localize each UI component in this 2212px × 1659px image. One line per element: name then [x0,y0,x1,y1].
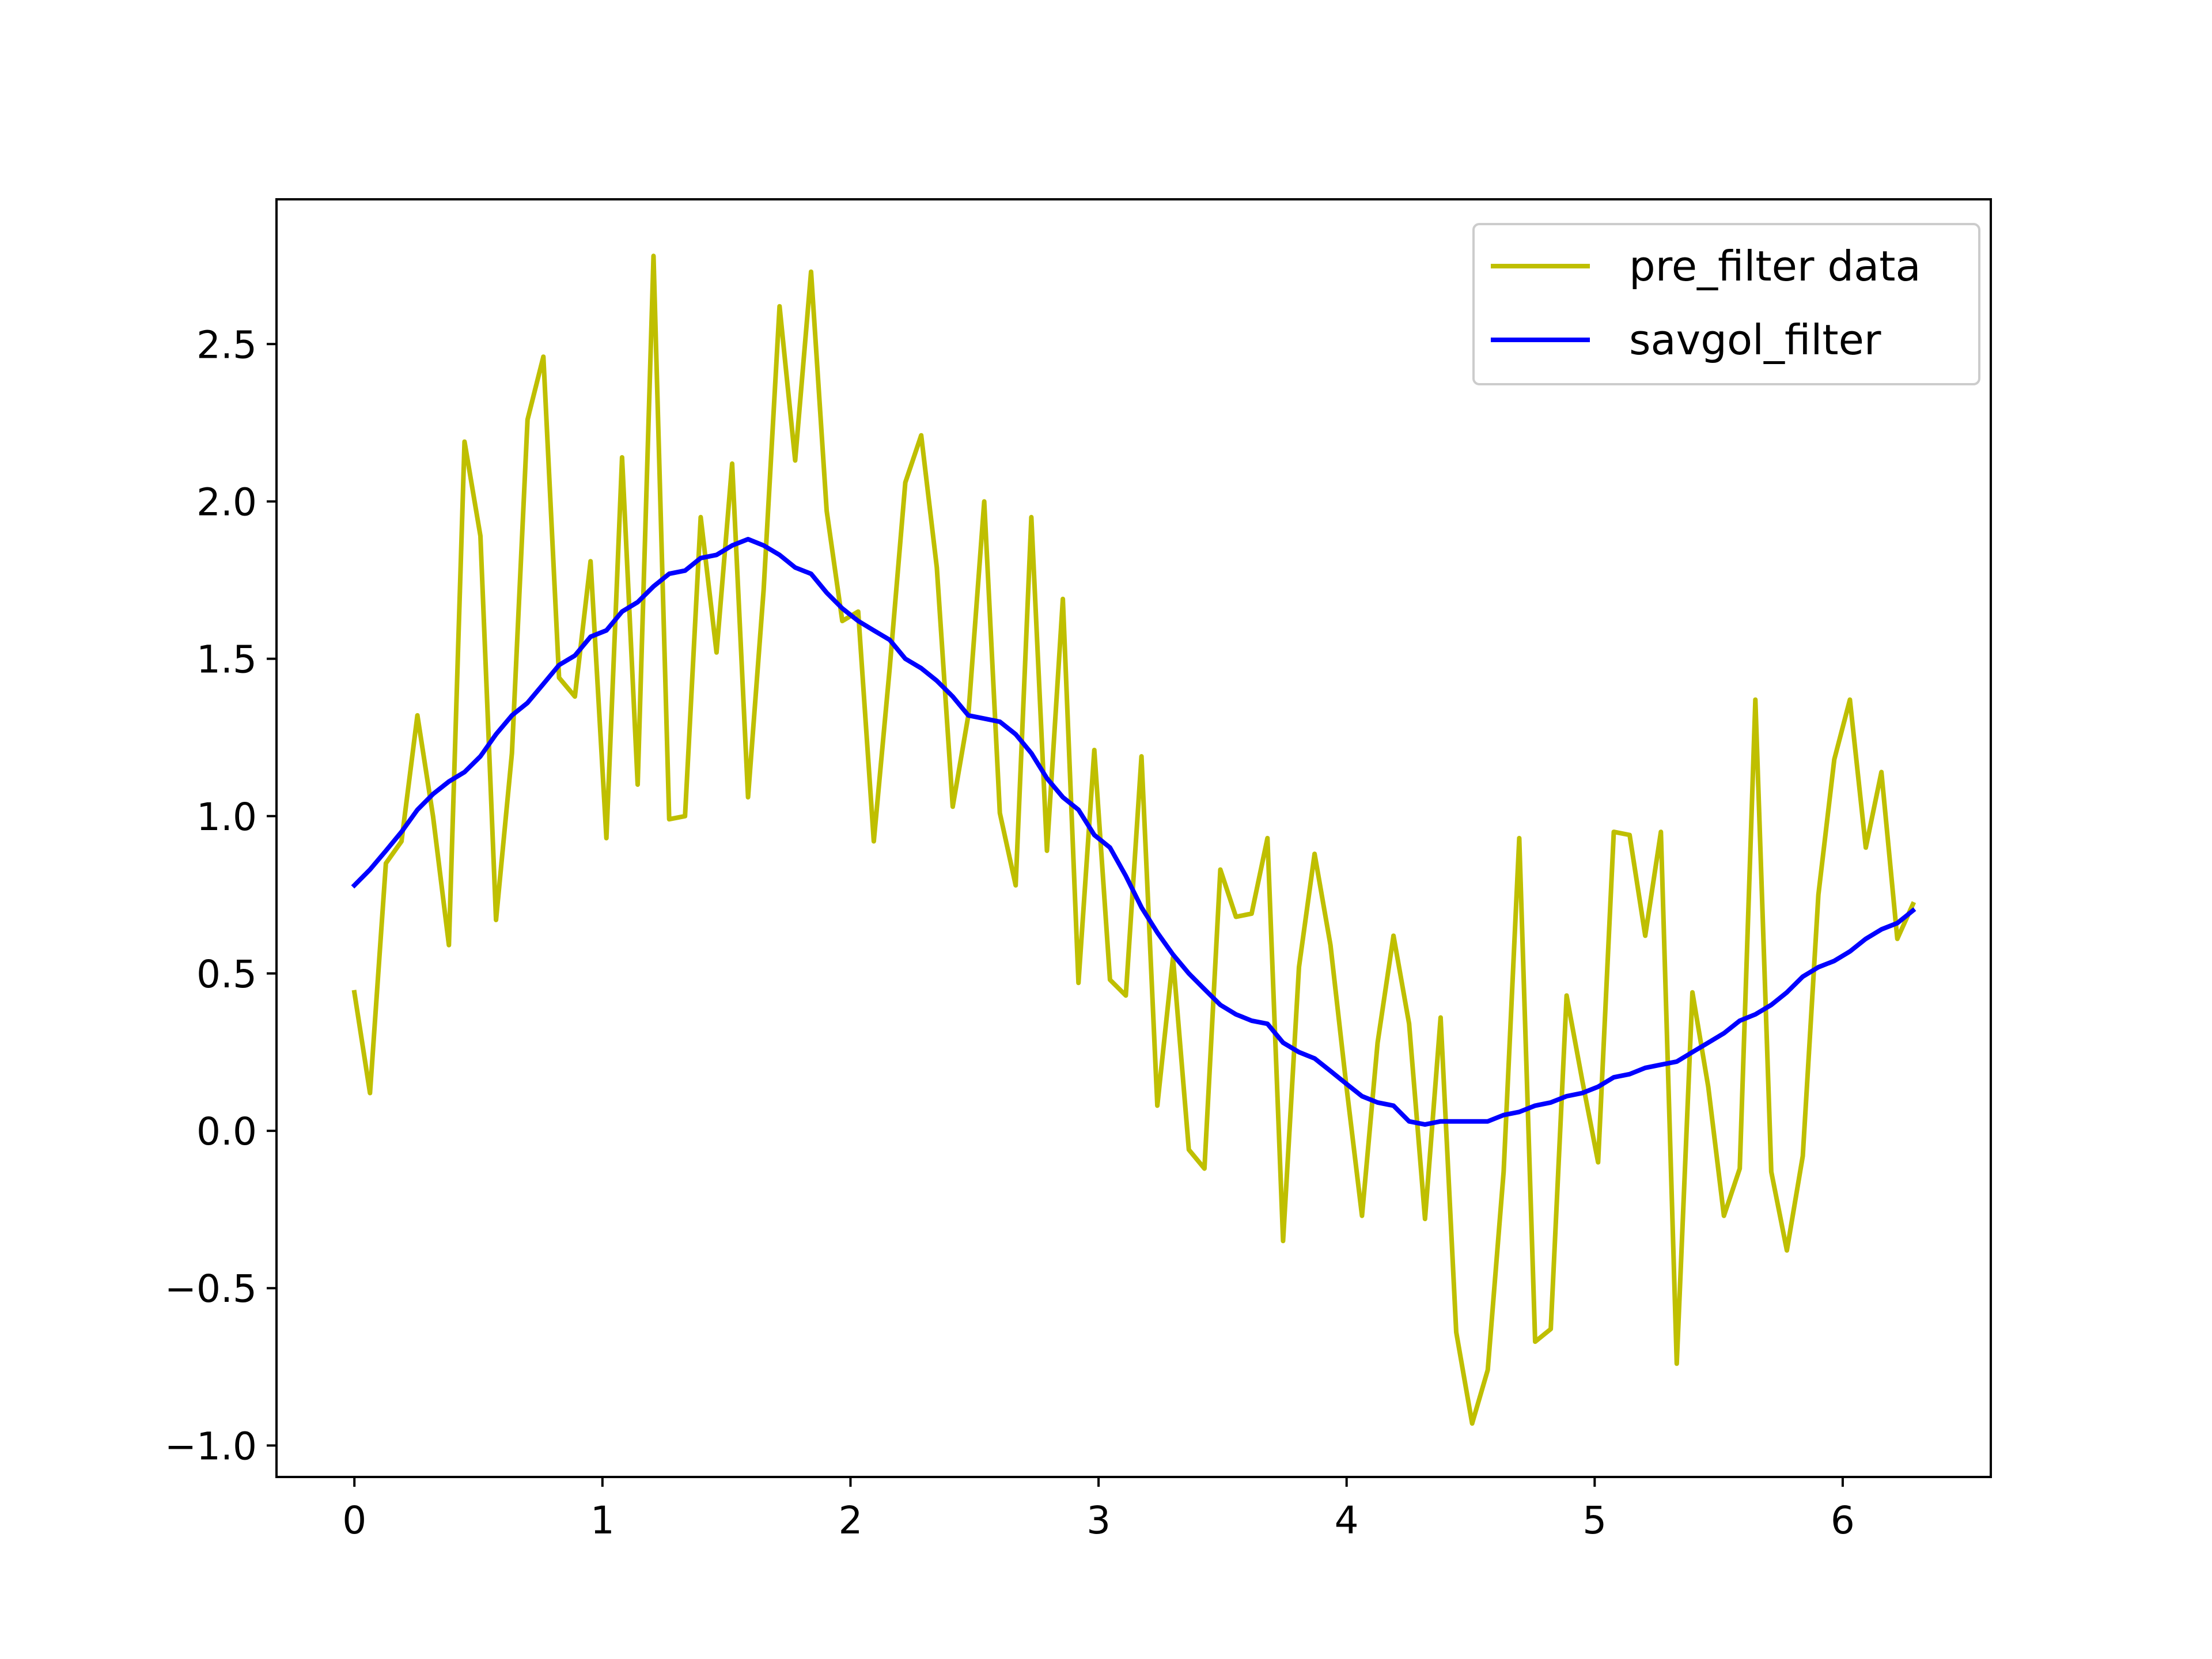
x-tick-label: 1 [590,1498,615,1543]
x-tick-label: 6 [1831,1498,1855,1543]
plot-area [351,253,1916,1426]
legend-box [1472,223,1980,385]
x-tick-label: 2 [838,1498,862,1543]
y-tick-label: 0.0 [196,1109,257,1154]
legend: pre_filter data savgol_filter [1472,223,1980,385]
axes: 0 1 2 3 4 5 6 −1.0 −0.5 0.0 0.5 1.0 1.5 2.0 2.5 [165,323,1855,1543]
y-tick-label: 1.0 [196,795,257,839]
x-tick-label: 3 [1086,1498,1111,1543]
y-tick-label: −0.5 [165,1267,257,1311]
y-tick-label: −1.0 [165,1424,257,1468]
y-tick-label: 2.0 [196,480,257,524]
y-tick-label: 2.5 [196,323,257,367]
series-line-1 [351,537,1916,1127]
y-tick-label: 0.5 [196,952,257,997]
x-tick-label: 5 [1582,1498,1607,1543]
legend-label-1: savgol_filter [1629,316,1881,364]
x-tick-label: 4 [1335,1498,1359,1543]
series-line-0 [351,253,1916,1426]
x-tick-label: 0 [342,1498,366,1543]
y-tick-label: 1.5 [196,638,257,682]
plot-frame [275,198,1992,1478]
legend-label-0: pre_filter data [1629,242,1921,290]
